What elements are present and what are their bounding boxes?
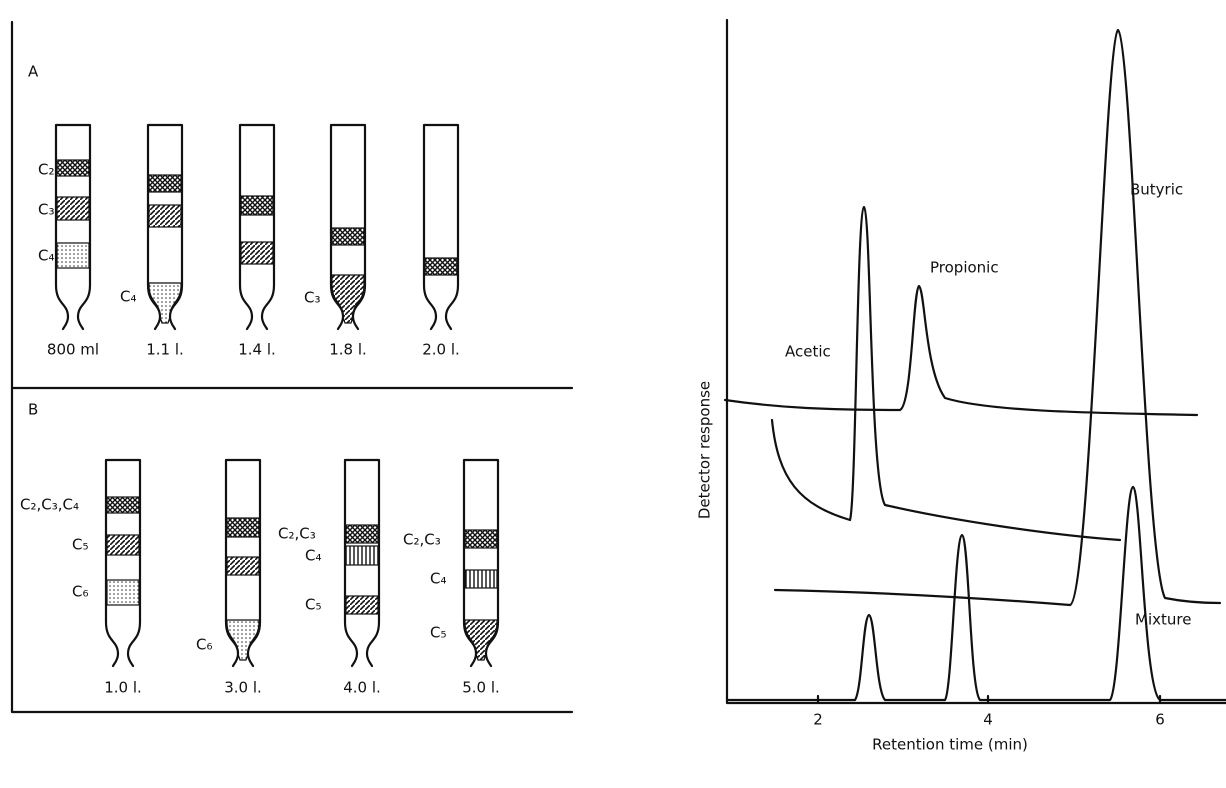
trace-propionic — [723, 284, 1199, 417]
band — [240, 195, 274, 216]
band-label: C₃ — [304, 289, 321, 307]
column — [422, 123, 460, 331]
band-label: C₂ — [38, 161, 55, 179]
column — [462, 458, 500, 668]
band — [240, 241, 274, 265]
band-label: C₂,C₃ — [278, 525, 316, 543]
band — [106, 496, 140, 514]
band — [148, 282, 182, 324]
peak-label: Mixture — [1135, 611, 1191, 629]
left-frame — [10, 20, 574, 714]
band — [148, 174, 182, 193]
band — [331, 274, 365, 324]
x-axis-label: Retention time (min) — [872, 736, 1028, 754]
peak-label: Butyric — [1130, 181, 1183, 199]
frame — [10, 20, 574, 714]
band-label: C₅ — [72, 536, 89, 554]
band-label: C₄ — [305, 547, 322, 565]
band — [106, 579, 140, 606]
band-label: C₅ — [430, 624, 447, 642]
band-label: C₆ — [196, 636, 213, 654]
band — [56, 242, 90, 269]
band — [464, 529, 498, 549]
band-label: C₅ — [305, 596, 322, 614]
volume-label: 1.1 l. — [146, 341, 184, 359]
band — [345, 524, 379, 544]
band-label: C₆ — [72, 583, 89, 601]
trace-mixture — [726, 485, 1226, 702]
panel-label: B — [28, 401, 38, 419]
column — [224, 458, 262, 668]
peak-label: Propionic — [930, 259, 999, 277]
column — [54, 123, 92, 331]
panel-label: A — [28, 63, 39, 81]
column — [329, 123, 367, 331]
trace-acetic — [770, 205, 1122, 542]
column — [343, 458, 381, 668]
band — [345, 595, 379, 615]
volume-label: 2.0 l. — [422, 341, 460, 359]
band — [345, 545, 379, 566]
band — [226, 556, 260, 576]
chromatogram: 2 4 6 Retention time (min) Detector resp… — [696, 18, 1226, 754]
volume-label: 1.4 l. — [238, 341, 276, 359]
band-label: C₂,C₃,C₄ — [20, 496, 79, 514]
volume-label: 1.8 l. — [329, 341, 367, 359]
band — [56, 159, 90, 177]
band-label: C₃ — [38, 201, 55, 219]
band — [106, 534, 140, 556]
volume-label: 1.0 l. — [104, 679, 142, 697]
band — [56, 196, 90, 221]
column — [146, 123, 184, 331]
band-label: C₂,C₃ — [403, 531, 441, 549]
band-label: C₄ — [120, 288, 137, 306]
volume-label: 4.0 l. — [343, 679, 381, 697]
band — [464, 619, 498, 661]
band — [148, 204, 182, 228]
x-tick-label: 6 — [1155, 711, 1165, 729]
x-tick-label: 2 — [813, 711, 823, 729]
volume-label: 5.0 l. — [462, 679, 500, 697]
volume-label: 800 ml — [47, 341, 99, 359]
band-label: C₄ — [430, 570, 447, 588]
volume-label: 3.0 l. — [224, 679, 262, 697]
x-tick-label: 4 — [983, 711, 993, 729]
band-label: C₄ — [38, 247, 55, 265]
band — [226, 517, 260, 538]
y-axis-label: Detector response — [696, 381, 714, 519]
column — [238, 123, 276, 331]
band — [331, 227, 365, 246]
peak-label: Acetic — [785, 343, 831, 361]
band — [464, 569, 498, 589]
band — [424, 257, 458, 276]
trace-butyric — [773, 28, 1222, 607]
band — [226, 619, 260, 661]
axes — [725, 18, 1226, 705]
column — [104, 458, 142, 668]
